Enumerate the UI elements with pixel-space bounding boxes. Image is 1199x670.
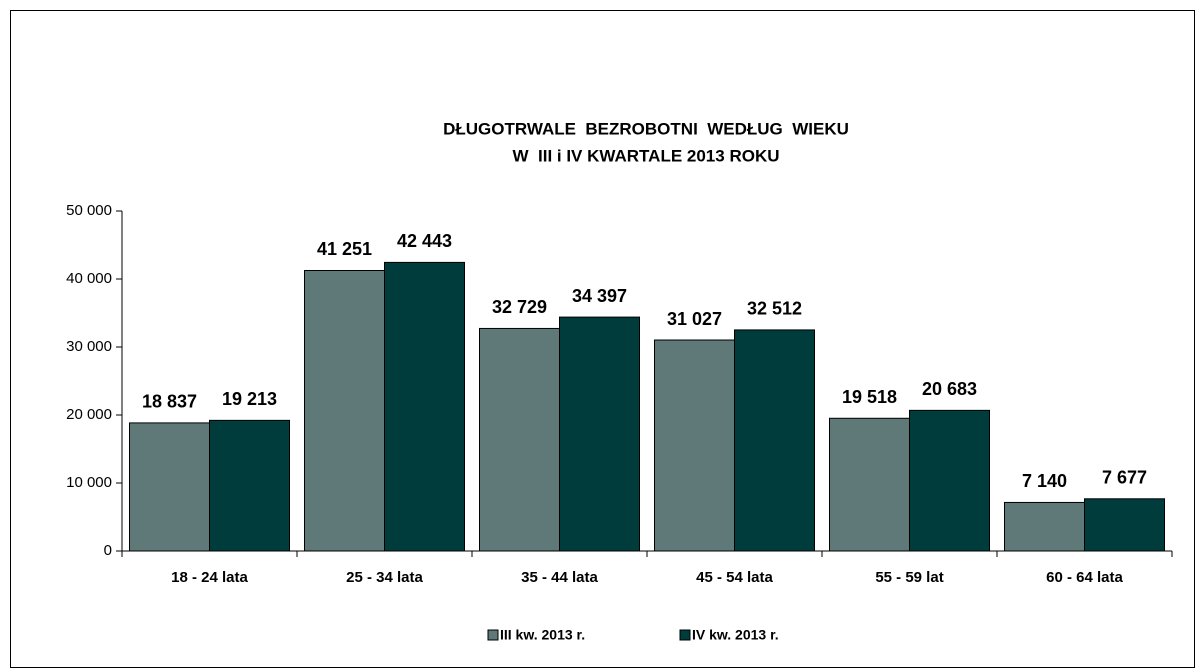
value-label: 7 677: [1102, 468, 1147, 488]
bar: [304, 269, 385, 552]
bar: [209, 419, 290, 552]
bar: [1084, 498, 1165, 552]
bar: [559, 316, 640, 552]
bar: [909, 409, 990, 552]
legend-label: IV kw. 2013 r.: [692, 627, 779, 643]
bar: [734, 329, 815, 552]
x-tick-label: 60 - 64 lata: [1046, 569, 1123, 586]
y-tick-label: 0: [104, 542, 112, 559]
bar: [654, 339, 735, 552]
value-label: 7 140: [1022, 471, 1067, 491]
value-label: 34 397: [572, 286, 627, 306]
bar: [129, 422, 210, 552]
legend-swatch: [487, 629, 499, 641]
value-label: 19 518: [842, 387, 897, 407]
bar: [829, 417, 910, 552]
y-tick-label: 30 000: [66, 338, 112, 355]
bar: [479, 327, 560, 552]
value-label: 41 251: [317, 239, 372, 259]
value-label: 42 443: [397, 231, 452, 251]
x-tick-label: 55 - 59 lat: [875, 569, 943, 586]
legend-swatch: [679, 629, 691, 641]
value-label: 20 683: [922, 379, 977, 399]
bar: [1004, 501, 1085, 552]
value-label: 18 837: [142, 392, 197, 412]
x-tick-label: 25 - 34 lata: [346, 569, 423, 586]
legend-label: III kw. 2013 r.: [500, 627, 585, 643]
y-tick-label: 10 000: [66, 474, 112, 491]
bar: [384, 261, 465, 552]
x-tick-label: 35 - 44 lata: [521, 569, 598, 586]
y-tick-label: 50 000: [66, 202, 112, 219]
value-label: 31 027: [667, 309, 722, 329]
y-tick-label: 20 000: [66, 406, 112, 423]
value-label: 32 729: [492, 297, 547, 317]
x-tick-label: 45 - 54 lata: [696, 569, 773, 586]
value-label: 19 213: [222, 389, 277, 409]
value-label: 32 512: [747, 299, 802, 319]
x-tick-label: 18 - 24 lata: [171, 569, 248, 586]
chart-title: DŁUGOTRWALE BEZROBOTNI WEDŁUG WIEKU: [443, 119, 849, 138]
chart-title: W III i IV KWARTALE 2013 ROKU: [513, 146, 780, 165]
y-tick-label: 40 000: [66, 270, 112, 287]
